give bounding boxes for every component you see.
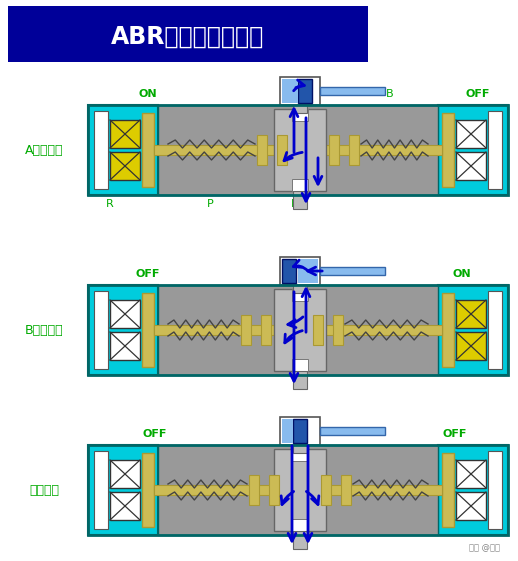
Bar xyxy=(442,293,454,367)
Bar xyxy=(292,359,308,371)
Bar xyxy=(158,105,438,195)
Bar xyxy=(320,267,385,275)
Bar xyxy=(110,152,140,180)
Bar xyxy=(456,492,486,520)
Bar xyxy=(349,135,359,165)
Text: 知乎 @老史: 知乎 @老史 xyxy=(469,543,500,552)
Bar xyxy=(142,293,154,367)
Bar xyxy=(313,315,323,345)
Bar xyxy=(488,451,502,529)
Bar xyxy=(274,289,326,371)
Bar xyxy=(94,291,108,369)
Bar xyxy=(456,120,486,148)
Bar xyxy=(110,460,140,488)
Text: OFF: OFF xyxy=(136,269,160,279)
Bar xyxy=(442,453,454,527)
Bar xyxy=(88,105,508,195)
Bar xyxy=(158,445,438,535)
Bar xyxy=(293,419,307,443)
Text: R: R xyxy=(106,199,114,209)
Bar xyxy=(261,315,271,345)
Text: A: A xyxy=(286,89,292,99)
Bar xyxy=(274,449,326,531)
Bar xyxy=(257,135,267,165)
Bar xyxy=(154,485,442,495)
Bar xyxy=(292,289,308,301)
Bar xyxy=(298,259,318,283)
Bar xyxy=(438,105,508,195)
Bar xyxy=(277,135,287,165)
Bar xyxy=(456,300,486,328)
Bar xyxy=(282,79,298,103)
Bar xyxy=(333,315,343,345)
Text: ABR连接【中泄式】: ABR连接【中泄式】 xyxy=(111,25,265,49)
Bar xyxy=(442,113,454,187)
Bar xyxy=(298,79,312,103)
Text: ON: ON xyxy=(453,269,471,279)
Text: 不通电时: 不通电时 xyxy=(29,484,59,496)
Bar xyxy=(142,453,154,527)
Bar xyxy=(94,111,108,189)
Bar xyxy=(293,531,307,549)
Bar xyxy=(321,475,331,505)
Bar xyxy=(282,259,296,283)
Bar xyxy=(292,109,308,121)
Bar xyxy=(280,77,320,105)
Bar xyxy=(154,325,442,335)
Bar xyxy=(158,285,438,375)
Bar xyxy=(88,285,508,375)
Bar xyxy=(88,105,158,195)
Bar xyxy=(110,300,140,328)
Bar xyxy=(293,281,307,293)
Text: OFF: OFF xyxy=(143,429,167,439)
Bar xyxy=(241,315,251,345)
Bar xyxy=(142,113,154,187)
Bar xyxy=(438,445,508,535)
Bar xyxy=(329,135,339,165)
Bar xyxy=(320,87,385,95)
Bar xyxy=(110,492,140,520)
Bar xyxy=(341,475,351,505)
Text: A侧通电时: A侧通电时 xyxy=(25,144,63,157)
Bar xyxy=(438,285,508,375)
Bar xyxy=(274,109,326,191)
Bar xyxy=(456,332,486,360)
Bar xyxy=(154,145,442,155)
Text: ON: ON xyxy=(139,89,157,99)
Bar xyxy=(292,519,308,531)
Bar xyxy=(88,445,508,535)
Bar xyxy=(488,291,502,369)
Bar xyxy=(110,120,140,148)
Text: R: R xyxy=(291,199,299,209)
Bar xyxy=(280,257,320,285)
Text: B: B xyxy=(386,89,394,99)
Bar xyxy=(293,101,307,113)
Bar xyxy=(456,460,486,488)
Bar xyxy=(94,451,108,529)
Bar xyxy=(292,179,308,191)
Bar xyxy=(293,441,307,453)
Bar xyxy=(456,152,486,180)
Bar xyxy=(88,285,158,375)
Text: OFF: OFF xyxy=(443,429,467,439)
Bar xyxy=(269,475,279,505)
Bar xyxy=(280,417,320,445)
Bar xyxy=(320,427,385,435)
Bar xyxy=(292,449,308,461)
Text: P: P xyxy=(207,199,213,209)
Bar xyxy=(8,6,368,62)
Bar xyxy=(110,332,140,360)
Bar xyxy=(249,475,259,505)
Text: OFF: OFF xyxy=(466,89,490,99)
Bar xyxy=(293,191,307,209)
Text: B侧通电时: B侧通电时 xyxy=(25,324,63,337)
Bar xyxy=(488,111,502,189)
Bar xyxy=(293,371,307,389)
Bar xyxy=(282,419,293,443)
Bar xyxy=(88,445,158,535)
